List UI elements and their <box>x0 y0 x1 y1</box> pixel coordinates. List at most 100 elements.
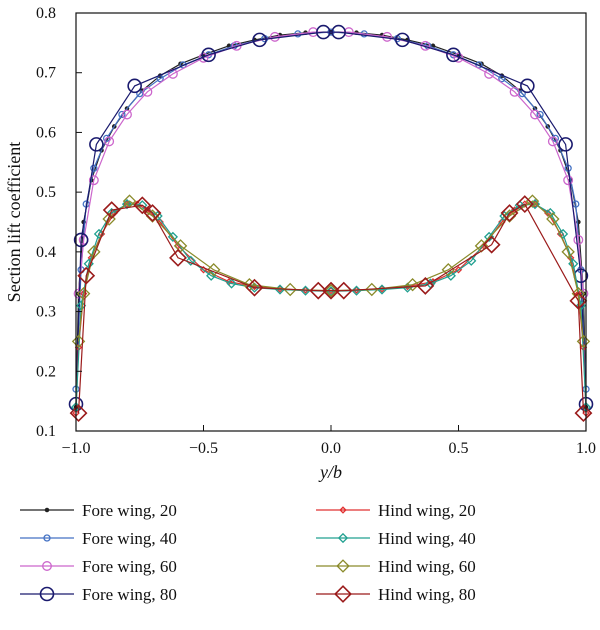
y-axis-label: Section lift coefficient <box>4 142 24 303</box>
data-point <box>551 134 560 143</box>
data-point <box>521 200 529 208</box>
data-point <box>127 78 142 94</box>
data-point <box>324 283 338 298</box>
data-point <box>405 277 420 292</box>
data-point <box>102 134 111 143</box>
data-point <box>226 278 237 289</box>
data-point <box>104 136 115 147</box>
data-point <box>93 228 105 240</box>
data-point <box>90 164 98 172</box>
data-point <box>309 281 328 300</box>
legend-entry: Hind wing, 80 <box>316 585 476 604</box>
legend-entry: Fore wing, 20 <box>20 501 177 520</box>
series-line <box>77 203 585 414</box>
data-point <box>122 109 132 120</box>
data-point <box>316 24 331 40</box>
series-line <box>75 203 587 414</box>
axes: −1.0 −0.5 0.0 0.5 1.0 0.1 0.2 0.3 0.4 0.5 0.6 0.7 0.… <box>36 5 596 457</box>
data-point-legend <box>336 559 350 573</box>
y-tick-label: 0.7 <box>36 65 56 82</box>
data-point <box>331 24 346 40</box>
series-line <box>77 200 585 342</box>
series-line <box>75 203 587 408</box>
series-6 <box>70 198 592 413</box>
x-tick-label: −1.0 <box>61 440 90 457</box>
data-point <box>322 281 340 300</box>
legend-label: Fore wing, 40 <box>82 529 177 548</box>
data-point <box>283 282 297 297</box>
data-point <box>500 204 519 222</box>
y-tick-label: 0.5 <box>36 184 56 201</box>
y-tick-label: 0.3 <box>36 304 56 321</box>
data-point <box>546 212 560 226</box>
data-point <box>530 109 540 120</box>
data-point-legend <box>339 506 347 514</box>
data-point <box>536 110 544 119</box>
x-axis-label: y/b <box>318 462 342 482</box>
data-point <box>76 286 91 301</box>
data-point-legend <box>337 532 349 544</box>
data-point <box>143 204 162 222</box>
series-3 <box>73 27 589 299</box>
legend-label: Fore wing, 20 <box>82 501 177 520</box>
data-point <box>185 255 196 266</box>
legend-label: Hind wing, 20 <box>378 501 476 520</box>
data-point <box>446 47 461 63</box>
data-point-legend <box>39 586 55 602</box>
legend-label: Hind wing, 40 <box>378 529 476 548</box>
data-point <box>133 196 152 215</box>
series-8 <box>69 195 593 423</box>
data-point <box>569 291 588 310</box>
y-tick-label: 0.8 <box>36 5 56 22</box>
legend-entry: Fore wing, 60 <box>20 557 177 576</box>
data-point <box>561 245 575 259</box>
data-point <box>206 270 217 281</box>
series-line <box>75 31 587 405</box>
data-point <box>77 266 96 285</box>
legend-entry: Hind wing, 40 <box>316 529 476 548</box>
data-point <box>416 276 435 295</box>
data-point <box>515 195 534 214</box>
data-point <box>499 210 510 222</box>
data-point <box>89 137 104 152</box>
data-point <box>482 235 501 254</box>
data-point <box>334 281 353 300</box>
data-point <box>102 201 121 219</box>
data-point <box>563 175 574 186</box>
y-tick-label: 0.1 <box>36 423 56 440</box>
data-point <box>520 78 535 94</box>
data-point <box>142 86 153 97</box>
series-line <box>77 31 585 294</box>
data-point-legend <box>42 561 52 571</box>
legend-label: Fore wing, 60 <box>82 557 177 576</box>
legend-label: Fore wing, 80 <box>82 585 177 604</box>
x-tick-label: −0.5 <box>189 440 218 457</box>
data-point <box>201 47 216 63</box>
series-5 <box>72 200 590 417</box>
x-tick-label: 0.0 <box>321 440 341 457</box>
data-point-legend <box>334 585 352 603</box>
data-point <box>441 263 456 277</box>
legend-entry: Hind wing, 20 <box>316 501 476 520</box>
data-point <box>573 234 584 245</box>
data-point <box>395 32 410 48</box>
data-point <box>547 136 558 147</box>
data-point <box>558 137 573 152</box>
data-point <box>198 52 209 63</box>
data-point <box>325 286 337 297</box>
data-point <box>245 278 264 297</box>
data-point-legend <box>43 534 51 542</box>
data-point-legend <box>44 507 50 513</box>
data-point <box>169 248 187 267</box>
data-point <box>75 300 87 311</box>
data-point <box>152 210 163 222</box>
y-tick-label: 0.6 <box>36 124 56 141</box>
legend-label: Hind wing, 60 <box>378 557 476 576</box>
data-point <box>453 52 464 63</box>
data-point <box>118 110 126 119</box>
y-tick-label: 0.2 <box>36 363 56 380</box>
plot-area <box>68 24 594 423</box>
data-point <box>269 31 280 42</box>
data-point <box>69 404 88 423</box>
